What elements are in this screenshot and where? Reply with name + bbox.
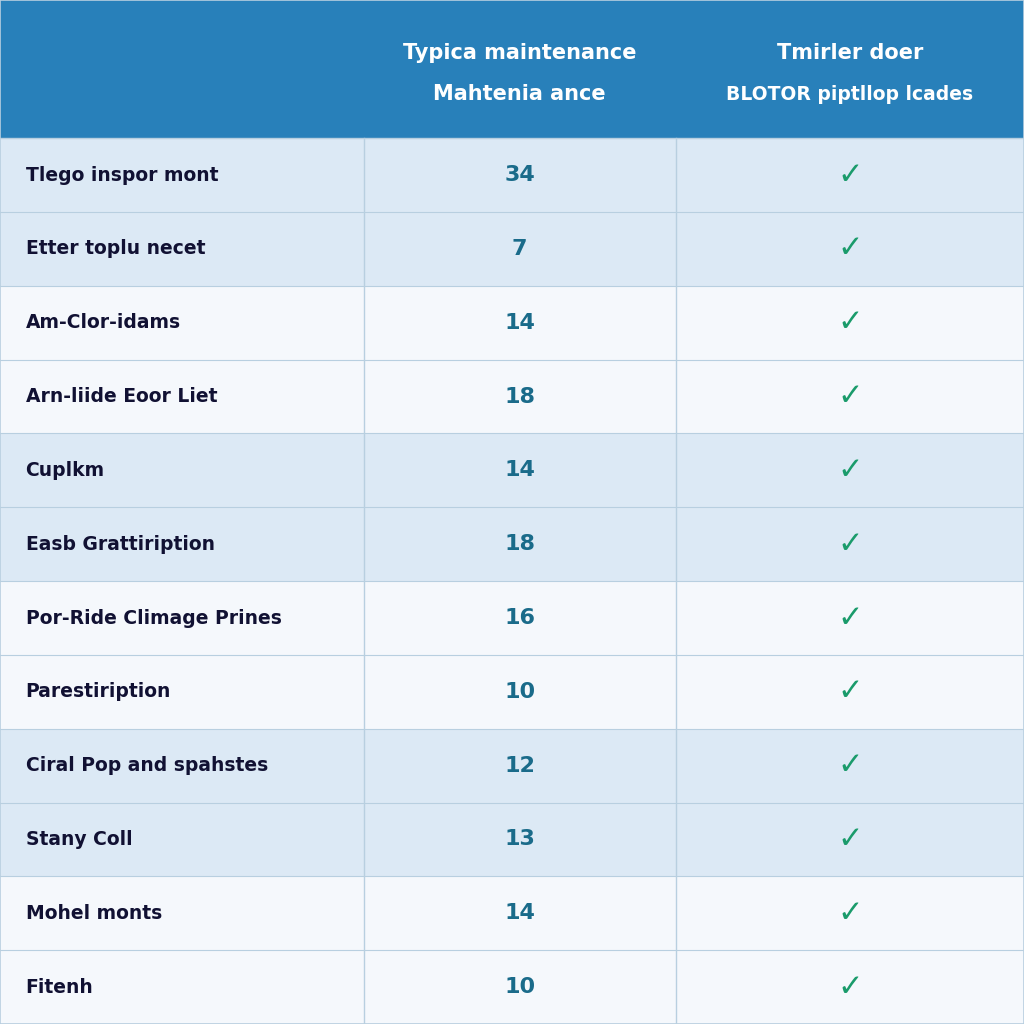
- Text: ✓: ✓: [838, 603, 862, 633]
- Text: 7: 7: [512, 239, 527, 259]
- Text: Tmirler doer: Tmirler doer: [777, 43, 923, 62]
- Text: ✓: ✓: [838, 161, 862, 189]
- Text: ✓: ✓: [838, 899, 862, 928]
- Text: 18: 18: [504, 387, 536, 407]
- Bar: [0, 507, 1024, 581]
- Text: 10: 10: [504, 682, 536, 701]
- Text: Arn-liide Eoor Liet: Arn-liide Eoor Liet: [26, 387, 217, 407]
- Bar: [0, 433, 1024, 507]
- Text: Mahtenia ance: Mahtenia ance: [433, 84, 606, 104]
- Text: ✓: ✓: [838, 234, 862, 263]
- Bar: [0, 729, 1024, 803]
- Bar: [0, 359, 1024, 433]
- Text: 13: 13: [504, 829, 536, 850]
- Bar: [0, 138, 1024, 212]
- Text: ✓: ✓: [838, 677, 862, 707]
- Bar: [0, 0, 1024, 138]
- Text: Tlego inspor mont: Tlego inspor mont: [26, 166, 218, 184]
- Text: 14: 14: [504, 461, 536, 480]
- Text: Ciral Pop and spahstes: Ciral Pop and spahstes: [26, 756, 268, 775]
- Text: Cuplkm: Cuplkm: [26, 461, 104, 480]
- Text: Stany Coll: Stany Coll: [26, 830, 132, 849]
- Bar: [0, 212, 1024, 286]
- Text: Etter toplu necet: Etter toplu necet: [26, 240, 205, 258]
- Text: 16: 16: [504, 608, 536, 628]
- Text: Parestiription: Parestiription: [26, 682, 171, 701]
- Text: Fitenh: Fitenh: [26, 978, 93, 996]
- Text: 12: 12: [504, 756, 536, 775]
- Text: 10: 10: [504, 977, 536, 997]
- Text: Typica maintenance: Typica maintenance: [402, 43, 637, 62]
- Text: 14: 14: [504, 312, 536, 333]
- Bar: [0, 655, 1024, 729]
- Text: ✓: ✓: [838, 825, 862, 854]
- Text: Easb Grattiription: Easb Grattiription: [26, 535, 215, 554]
- Text: ✓: ✓: [838, 752, 862, 780]
- Text: 18: 18: [504, 535, 536, 554]
- Text: 34: 34: [504, 165, 536, 185]
- Text: Por-Ride Climage Prines: Por-Ride Climage Prines: [26, 608, 282, 628]
- Text: ✓: ✓: [838, 529, 862, 559]
- Bar: [0, 877, 1024, 950]
- Text: ✓: ✓: [838, 382, 862, 411]
- Text: ✓: ✓: [838, 308, 862, 337]
- Text: 14: 14: [504, 903, 536, 924]
- Text: ✓: ✓: [838, 973, 862, 1001]
- Text: ✓: ✓: [838, 456, 862, 485]
- Text: BLOTOR piptllop lcades: BLOTOR piptllop lcades: [726, 85, 974, 103]
- Text: Mohel monts: Mohel monts: [26, 904, 162, 923]
- Text: Am-Clor-idams: Am-Clor-idams: [26, 313, 180, 332]
- Bar: [0, 950, 1024, 1024]
- Bar: [0, 803, 1024, 877]
- Bar: [0, 286, 1024, 359]
- Bar: [0, 582, 1024, 655]
